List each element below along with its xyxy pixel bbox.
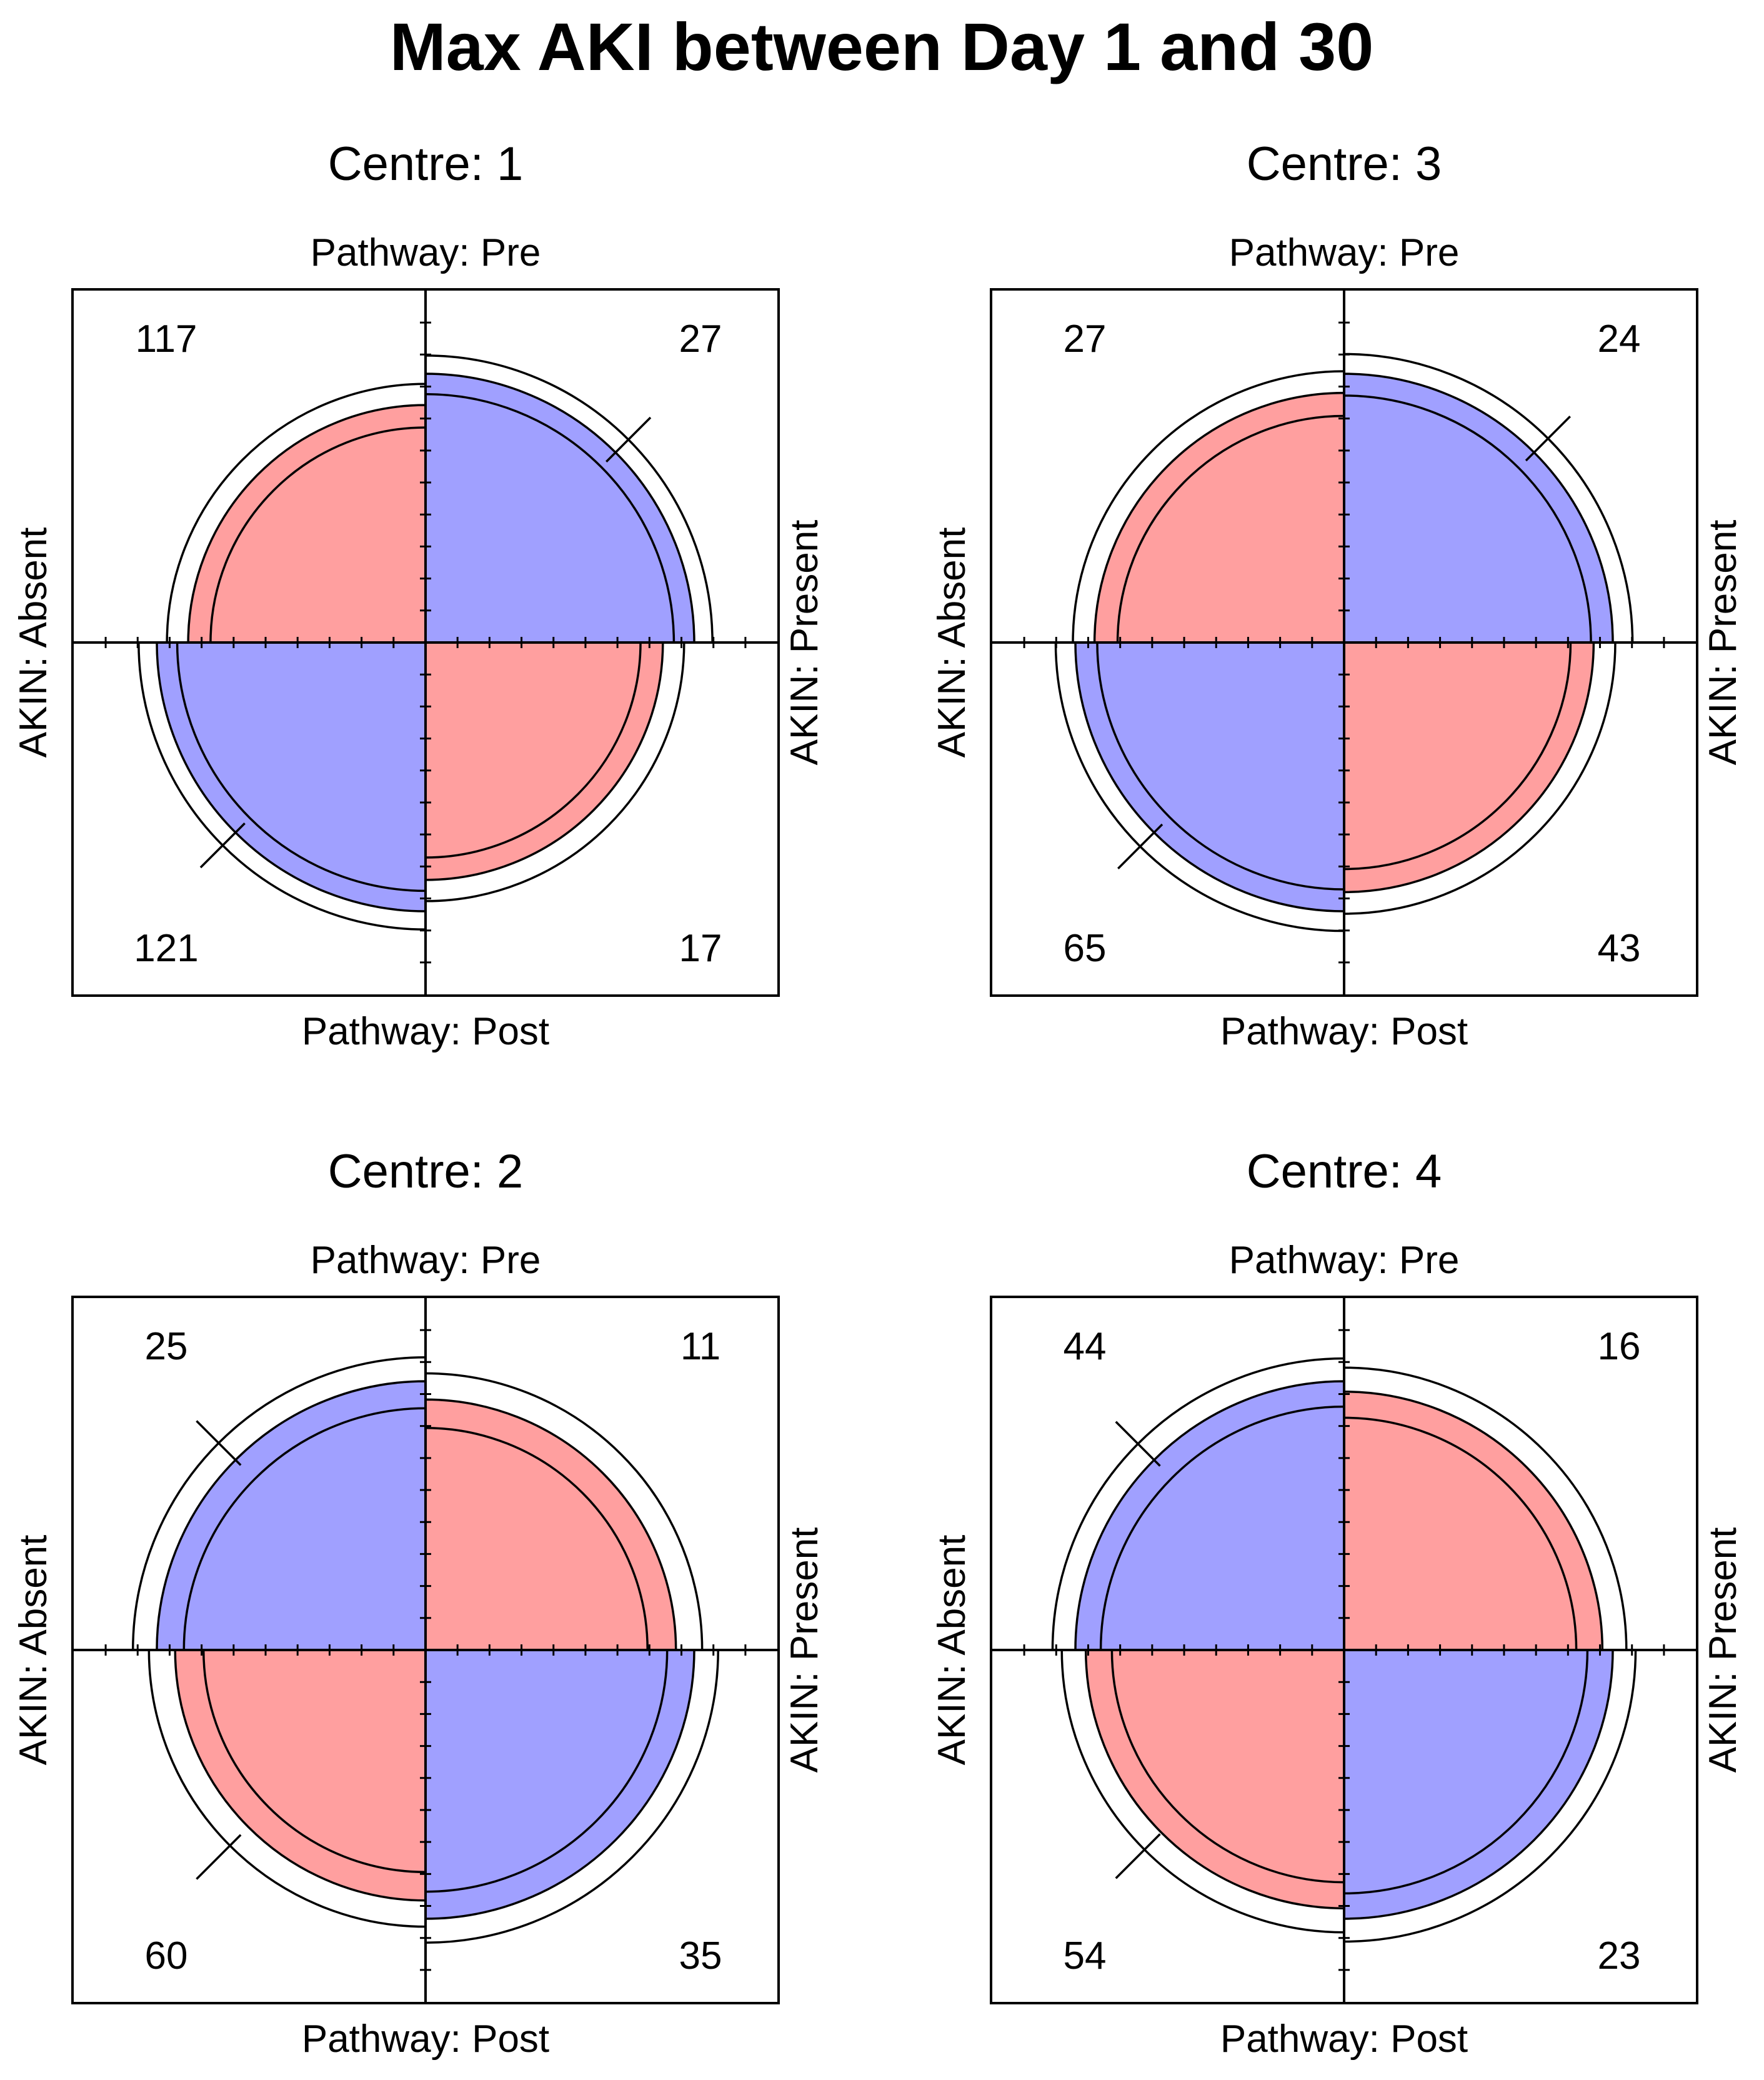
cell-count-pre-absent: 27 xyxy=(1064,318,1107,361)
confidence-arc-inner-post_present xyxy=(425,1649,669,1893)
chart-title: Max AKI between Day 1 and 30 xyxy=(390,9,1374,84)
association-tick-mark xyxy=(1525,416,1571,462)
confidence-arc-inner-pre_absent xyxy=(1099,1405,1345,1651)
cell-count-post-present: 17 xyxy=(679,927,722,970)
cell-count-pre-absent: 25 xyxy=(145,1325,188,1368)
confidence-arc-inner-post_absent xyxy=(1110,1649,1345,1884)
right-margin-label: AKIN: Present xyxy=(1702,520,1745,766)
confidence-ring-pre_present xyxy=(426,1371,705,1650)
quarter-circle-pre_absent xyxy=(1093,391,1345,644)
confidence-arc-outer-pre_absent xyxy=(1072,370,1345,643)
bottom-margin-label: Pathway: Post xyxy=(1220,1010,1468,1053)
confidence-arc-outer-post_present xyxy=(1343,1649,1637,1943)
quarter-circle-pre_present xyxy=(424,1398,677,1651)
confidence-arc-inner-pre_present xyxy=(425,1426,649,1651)
confidence-arc-inner-post_absent xyxy=(176,642,426,892)
quarter-circle-post_present xyxy=(1343,641,1595,894)
bottom-margin-label: Pathway: Post xyxy=(302,1010,549,1053)
top-margin-label: Pathway: Pre xyxy=(311,231,541,274)
confidence-arc-outer-post_present xyxy=(425,1649,720,1944)
cell-count-post-present: 23 xyxy=(1598,1934,1641,1978)
left-margin-label: AKIN: Absent xyxy=(12,528,55,758)
panels-layer: Centre: 1 Pathway: Pre Pathway: Post AKIN: … xyxy=(12,138,1745,2061)
quarter-circle-post_present xyxy=(424,641,664,881)
left-margin-label: AKIN: Absent xyxy=(930,1535,974,1766)
quarter-circle-pre_absent xyxy=(187,404,427,644)
top-margin-label: Pathway: Pre xyxy=(311,1239,541,1282)
panel-title: Centre: 4 xyxy=(1247,1145,1442,1198)
association-tick-mark xyxy=(199,822,246,869)
cell-count-post-absent: 121 xyxy=(134,927,198,970)
cell-count-pre-present: 16 xyxy=(1598,1325,1641,1368)
association-tick-mark xyxy=(1115,1421,1161,1467)
top-margin-label: Pathway: Pre xyxy=(1229,231,1460,274)
bottom-margin-label: Pathway: Post xyxy=(1220,2018,1468,2061)
confidence-arc-outer-post_present xyxy=(425,642,685,902)
left-margin-label: AKIN: Absent xyxy=(12,1535,55,1766)
panel-title: Centre: 1 xyxy=(328,138,524,191)
confidence-arc-outer-post_present xyxy=(1343,642,1617,915)
confidence-arc-inner-pre_present xyxy=(1343,1416,1578,1651)
association-tick-mark xyxy=(605,416,652,462)
fourfold-panel: Centre: 4 Pathway: Pre Pathway: Post AKIN: … xyxy=(930,1145,1745,2061)
right-margin-label: AKIN: Present xyxy=(1702,1528,1745,1773)
confidence-arc-outer-pre_present xyxy=(425,1372,704,1651)
fourfold-panel: Centre: 2 Pathway: Pre Pathway: Post AKIN: … xyxy=(12,1145,826,2061)
quarter-circle-post_absent xyxy=(1084,1649,1345,1910)
quarter-circle-post_present xyxy=(424,1649,695,1920)
confidence-arc-inner-post_absent xyxy=(202,1649,426,1874)
quarter-circle-post_present xyxy=(1343,1649,1614,1920)
confidence-arc-inner-post_absent xyxy=(1096,642,1345,891)
confidence-arc-inner-pre_absent xyxy=(209,426,426,643)
confidence-arc-inner-post_present xyxy=(425,642,642,859)
association-tick-mark xyxy=(196,1834,242,1880)
bottom-margin-label: Pathway: Post xyxy=(302,2018,549,2061)
cell-count-post-present: 35 xyxy=(679,1934,722,1978)
confidence-arc-inner-post_present xyxy=(1343,1649,1589,1895)
top-margin-label: Pathway: Pre xyxy=(1229,1239,1460,1282)
cell-count-pre-absent: 44 xyxy=(1064,1325,1107,1368)
quarter-circle-post_absent xyxy=(174,1649,427,1902)
right-margin-label: AKIN: Present xyxy=(783,520,826,766)
association-tick-mark xyxy=(196,1420,242,1466)
confidence-arc-inner-pre_present xyxy=(425,392,675,643)
cell-count-post-present: 43 xyxy=(1598,927,1641,970)
left-margin-label: AKIN: Absent xyxy=(930,528,974,758)
cell-count-post-absent: 60 xyxy=(145,1934,188,1978)
confidence-arc-inner-pre_absent xyxy=(1116,414,1345,643)
cell-count-pre-absent: 117 xyxy=(136,318,197,361)
confidence-arc-outer-pre_present xyxy=(1343,1366,1628,1651)
confidence-arc-inner-post_present xyxy=(1343,642,1572,871)
right-margin-label: AKIN: Present xyxy=(783,1528,826,1773)
cell-count-post-absent: 65 xyxy=(1064,927,1107,970)
confidence-ring-post_absent xyxy=(146,1650,426,1929)
panel-title: Centre: 2 xyxy=(328,1145,524,1198)
quarter-circle-pre_present xyxy=(1343,1390,1604,1651)
fourfold-panel: Centre: 3 Pathway: Pre Pathway: Post AKIN: … xyxy=(930,138,1745,1053)
confidence-arc-inner-pre_present xyxy=(1343,394,1592,643)
cell-count-pre-present: 27 xyxy=(679,318,722,361)
confidence-arc-inner-pre_absent xyxy=(182,1407,426,1651)
panel-title: Centre: 3 xyxy=(1247,138,1442,191)
association-tick-mark xyxy=(1115,1833,1161,1879)
cell-count-pre-present: 11 xyxy=(680,1325,720,1368)
fourfold-panel: Centre: 1 Pathway: Pre Pathway: Post AKIN: … xyxy=(12,138,826,1053)
confidence-arc-outer-pre_absent xyxy=(166,382,426,643)
association-tick-mark xyxy=(1117,823,1164,869)
cell-count-pre-present: 24 xyxy=(1598,318,1641,361)
cell-count-post-absent: 54 xyxy=(1064,1934,1107,1978)
